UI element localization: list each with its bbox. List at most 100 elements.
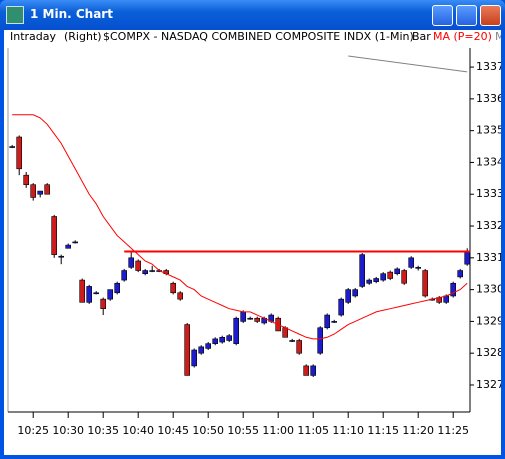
y-tick-label: 1330 (476, 283, 501, 296)
candle-body (282, 327, 289, 338)
candle-body (254, 317, 260, 322)
candle-body (373, 278, 380, 282)
candle-body (44, 184, 51, 195)
candle-body (345, 289, 352, 303)
candle-body (464, 251, 471, 265)
candle-body (79, 279, 85, 303)
candle-body (51, 216, 58, 255)
x-tick-label: 10:50 (192, 424, 224, 437)
x-tick-label: 11:25 (437, 424, 469, 437)
candle-body (394, 268, 401, 275)
candle-body (380, 273, 387, 281)
candle-body (296, 340, 303, 354)
y-tick-label: 1334 (476, 155, 501, 168)
candle-body (247, 317, 253, 320)
x-tick-label: 10:40 (122, 424, 154, 437)
y-tick-label: 1333 (476, 187, 501, 200)
candle-body (415, 267, 422, 269)
candle-body (422, 270, 429, 297)
candle-body (408, 257, 415, 268)
window-title: 1 Min. Chart (30, 7, 113, 21)
candle-body (240, 311, 246, 322)
candle-body (352, 289, 359, 297)
app-icon (6, 6, 24, 24)
candle-body (184, 324, 190, 376)
candle-body (100, 298, 106, 309)
candle-body (65, 244, 72, 249)
candle-body (86, 286, 92, 303)
candle-body (114, 282, 120, 294)
candle-body (121, 270, 127, 281)
y-tick-label: 1335 (476, 124, 501, 137)
candle-body (338, 298, 345, 316)
x-tick-label: 10:55 (227, 424, 259, 437)
candle-body (359, 254, 366, 287)
x-tick-label: 10:35 (87, 424, 119, 437)
header-axis: (Right) (64, 30, 102, 43)
x-tick-label: 11:15 (367, 424, 399, 437)
x-tick-label: 10:25 (17, 424, 49, 437)
candle-body (310, 365, 317, 376)
candle-body (58, 255, 65, 258)
chart: Intraday (Right) $COMPX - NASDAQ COMBINE… (7, 30, 505, 437)
header-symbol: $COMPX - NASDAQ COMBINED COMPOSITE INDX … (103, 30, 414, 43)
candle-body (457, 270, 464, 278)
candle-body (16, 136, 22, 170)
y-tick-label: 1329 (476, 314, 501, 327)
y-tick-label: 1327 (476, 378, 501, 391)
candle-body (324, 314, 331, 329)
candle-body (170, 282, 176, 294)
header-ma: MA (P=20) (433, 30, 492, 43)
y-tick-label: 1337 (476, 60, 501, 73)
candle-body (450, 282, 457, 297)
candle-body (443, 295, 450, 303)
candle-body (303, 365, 310, 376)
candle-body (317, 327, 324, 354)
y-tick-label: 1336 (476, 92, 501, 105)
y-tick-label: 1331 (476, 251, 501, 264)
y-tick-label: 1328 (476, 346, 501, 359)
maximize-button[interactable] (456, 5, 477, 26)
candle-body (177, 292, 183, 300)
candle-body (149, 270, 155, 272)
candle-body (366, 279, 373, 284)
candle-body (289, 340, 296, 342)
x-tick-label: 11:10 (332, 424, 364, 437)
close-button[interactable] (480, 5, 501, 26)
header-style: Bar (412, 30, 431, 43)
x-tick-label: 11:20 (402, 424, 434, 437)
candle-body (191, 349, 197, 367)
header-more: M (495, 30, 501, 43)
x-tick-label: 10:45 (157, 424, 189, 437)
x-tick-label: 11:05 (297, 424, 329, 437)
x-tick-label: 11:00 (262, 424, 294, 437)
candle-body (387, 271, 394, 279)
candle-body (107, 289, 113, 300)
candle-body (72, 241, 78, 244)
candle-body (23, 174, 30, 185)
candle-body (9, 146, 15, 148)
minimize-button[interactable] (432, 5, 453, 26)
x-tick-label: 10:30 (52, 424, 84, 437)
candle-body (142, 270, 148, 275)
title-bar: 1 Min. Chart (0, 0, 505, 30)
candle-body (198, 346, 204, 354)
candle-body (226, 335, 232, 341)
trend-line (348, 55, 468, 73)
candle-body (401, 270, 408, 284)
candle-body (93, 292, 99, 295)
header-mode: Intraday (10, 30, 57, 43)
candle-body (135, 260, 141, 271)
candle-body (37, 190, 44, 195)
candle-body (219, 336, 225, 343)
client-area: Intraday (Right) $COMPX - NASDAQ COMBINE… (4, 30, 505, 455)
candle-body (205, 343, 211, 349)
candle-body (128, 257, 134, 268)
candle-body (30, 184, 37, 198)
ma-line (12, 114, 468, 340)
candle-body (233, 317, 239, 344)
y-tick-label: 1332 (476, 219, 501, 232)
candle-body (331, 321, 338, 323)
candle-body (212, 338, 218, 344)
